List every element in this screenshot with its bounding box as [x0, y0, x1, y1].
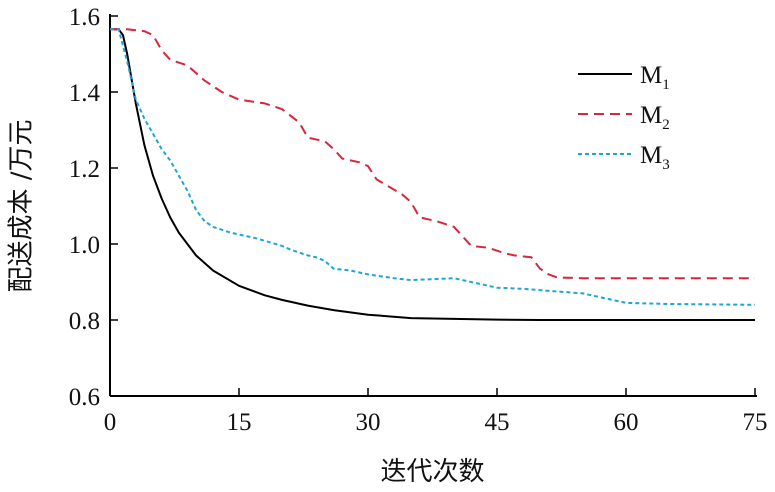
- x-tick-label: 0: [104, 409, 117, 436]
- legend-label-m2: M2: [640, 102, 670, 133]
- y-tick-label: 0.6: [69, 384, 100, 411]
- y-tick-label: 1.4: [69, 80, 101, 107]
- series-line-m2: [110, 28, 755, 280]
- axes: [109, 14, 757, 397]
- legend: M1 M2 M3: [578, 62, 670, 173]
- y-tick-label: 1.6: [69, 4, 100, 31]
- y-tick-label: 0.8: [69, 308, 100, 335]
- series-line-m3: [110, 28, 756, 306]
- x-tick-label: 15: [227, 409, 252, 436]
- x-tick-label: 30: [356, 409, 381, 436]
- x-tick-label: 60: [614, 409, 639, 436]
- y-tick-label: 1.0: [69, 232, 100, 259]
- legend-label-m1: M1: [640, 62, 670, 93]
- x-axis-label: 迭代次数: [380, 457, 484, 487]
- x-tick-label: 45: [485, 409, 510, 436]
- series-lines: [110, 28, 756, 321]
- x-tick-label: 75: [743, 409, 768, 436]
- y-axis-label: 配送成本 /万元: [7, 119, 37, 292]
- series-line-m1: [110, 28, 755, 321]
- y-tick-label: 1.2: [69, 156, 100, 183]
- legend-label-m3: M3: [640, 142, 670, 173]
- ticks: 0 15 30 45 60 75 0.6 0.8 1.0 1.2 1.4 1.6: [69, 4, 768, 436]
